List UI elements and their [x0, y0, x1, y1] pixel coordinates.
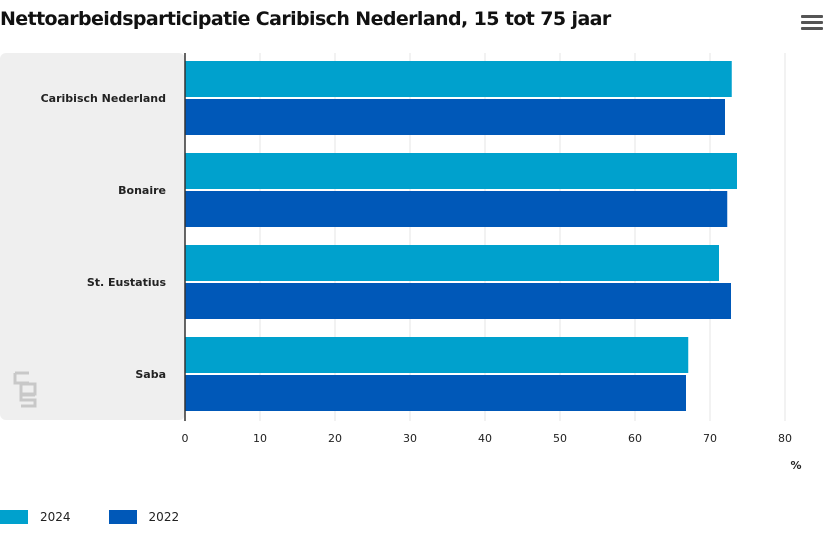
x-tick-label: 80 [778, 432, 792, 445]
hamburger-menu-icon[interactable] [801, 14, 823, 32]
x-tick-label: 40 [478, 432, 492, 445]
x-tick-label: 70 [703, 432, 717, 445]
bars [185, 61, 737, 411]
category-labels: Caribisch Nederland Bonaire St. Eustatius S… [41, 92, 167, 381]
x-tick-label: 20 [328, 432, 342, 445]
legend-item-2024[interactable]: 2024 [0, 510, 71, 524]
category-label-caribisch-nederland: Caribisch Nederland [41, 92, 166, 105]
bar-caribisch-nederland-2022[interactable] [185, 99, 725, 135]
chart: Caribisch Nederland Bonaire St. Eustatius S… [0, 53, 802, 472]
legend-swatch-2022 [108, 510, 137, 524]
x-tick-label: 60 [628, 432, 642, 445]
chart-title: Nettoarbeidsparticipatie Caribisch Neder… [0, 8, 611, 30]
x-tick-label: 0 [182, 432, 189, 445]
category-label-st-eustatius: St. Eustatius [87, 276, 167, 289]
bar-bonaire-2022[interactable] [185, 191, 728, 227]
x-tick-labels: 0 10 20 30 40 50 60 70 80 [182, 432, 793, 445]
bar-saba-2024[interactable] [185, 337, 689, 373]
legend-label-2022: 2022 [148, 510, 180, 524]
category-panel [0, 53, 185, 420]
legend-item-2022[interactable]: 2022 [108, 510, 180, 524]
legend: 2024 2022 [0, 510, 217, 524]
bar-saba-2022[interactable] [185, 375, 686, 411]
category-label-saba: Saba [135, 368, 166, 381]
bar-bonaire-2024[interactable] [185, 153, 737, 189]
legend-swatch-2024 [0, 510, 28, 524]
bar-st-eustatius-2024[interactable] [185, 245, 719, 281]
x-tick-label: 10 [253, 432, 267, 445]
x-tick-label: 50 [553, 432, 567, 445]
category-label-bonaire: Bonaire [118, 184, 166, 197]
bar-st-eustatius-2022[interactable] [185, 283, 731, 319]
x-tick-label: 30 [403, 432, 417, 445]
legend-label-2024: 2024 [40, 510, 71, 524]
cbs-logo-icon [13, 371, 37, 408]
bar-caribisch-nederland-2024[interactable] [185, 61, 732, 97]
unit-label: % [790, 459, 801, 472]
